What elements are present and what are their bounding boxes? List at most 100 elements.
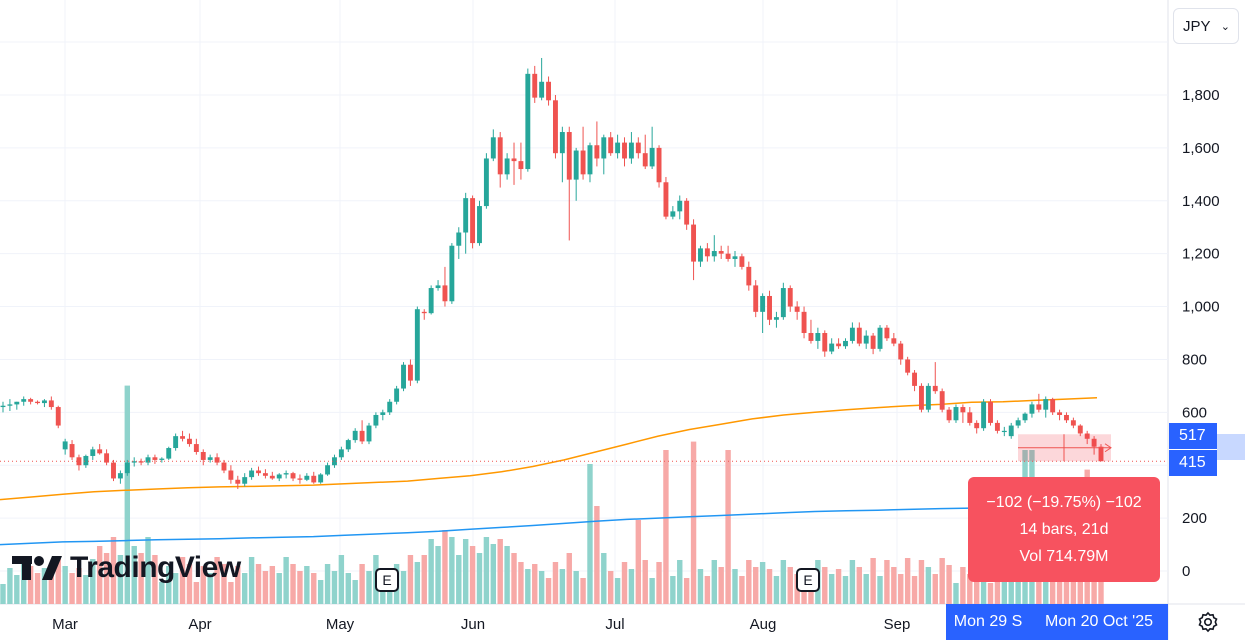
candle-body bbox=[262, 473, 268, 476]
candle-body bbox=[739, 256, 745, 267]
candle-body bbox=[477, 206, 482, 244]
candle-body bbox=[359, 430, 365, 442]
candle-body bbox=[663, 182, 669, 217]
candle-body bbox=[994, 422, 1000, 431]
candle-body bbox=[269, 475, 275, 479]
candle-body bbox=[283, 473, 289, 475]
candle-body bbox=[684, 200, 690, 225]
volume-bar bbox=[462, 539, 469, 604]
candle-body bbox=[760, 295, 766, 312]
volume-bar bbox=[7, 568, 13, 604]
candle-body bbox=[856, 327, 862, 344]
volume-bar bbox=[614, 578, 621, 604]
volume-bar bbox=[262, 571, 269, 604]
volume-bar bbox=[331, 571, 338, 604]
candle-body bbox=[732, 256, 738, 259]
volume-bar bbox=[241, 573, 248, 604]
candle-body bbox=[898, 343, 904, 360]
candle-body bbox=[808, 333, 814, 341]
candle-body bbox=[35, 401, 40, 404]
gear-icon[interactable] bbox=[1196, 610, 1220, 634]
candle-body bbox=[387, 401, 393, 413]
candle-body bbox=[401, 364, 406, 389]
candle-body bbox=[635, 142, 641, 154]
volume-bar bbox=[124, 385, 131, 604]
volume-bar bbox=[511, 553, 517, 604]
volume-bar bbox=[849, 560, 856, 604]
candle-body bbox=[1015, 420, 1021, 426]
volume-bar bbox=[946, 565, 952, 604]
volume-bar bbox=[145, 537, 151, 604]
y-tick-label: 800 bbox=[1182, 351, 1207, 368]
volume-bar bbox=[283, 557, 289, 604]
candle-body bbox=[843, 340, 848, 347]
candle-body bbox=[905, 359, 911, 373]
volume-bar bbox=[683, 578, 690, 604]
earnings-badge[interactable]: E bbox=[796, 568, 820, 592]
candle-body bbox=[62, 441, 68, 450]
y-tick-label: 1,200 bbox=[1182, 246, 1220, 263]
y-tick-label: 1,400 bbox=[1182, 193, 1220, 210]
volume-bar bbox=[518, 562, 524, 604]
candle-body bbox=[187, 438, 192, 445]
volume-bar bbox=[773, 576, 780, 604]
candle-body bbox=[773, 317, 779, 320]
candle-body bbox=[276, 474, 282, 479]
currency-label: JPY bbox=[1183, 17, 1211, 35]
volume-bar bbox=[759, 562, 766, 604]
volume-bar bbox=[953, 583, 959, 604]
volume-bar bbox=[925, 567, 932, 604]
candle-body bbox=[919, 385, 924, 410]
candle-body bbox=[953, 407, 959, 421]
candle-body bbox=[932, 385, 938, 392]
candle-body bbox=[200, 452, 206, 460]
candle-body bbox=[373, 414, 379, 426]
overlay bbox=[0, 434, 1168, 462]
tradingview-logo[interactable]: TradingView bbox=[12, 551, 241, 585]
candle-body bbox=[511, 158, 517, 162]
candle-body bbox=[794, 306, 800, 312]
volume-bar bbox=[677, 560, 683, 604]
volume-bar bbox=[221, 564, 227, 604]
volume-bar bbox=[290, 564, 296, 604]
candle-body bbox=[470, 198, 476, 244]
volume-bar bbox=[55, 559, 61, 604]
y-tick-label: 1,800 bbox=[1182, 87, 1220, 104]
x-tick-label: Jun bbox=[461, 616, 485, 633]
candle-body bbox=[532, 73, 538, 98]
volume-bar bbox=[317, 580, 324, 604]
volume-bar bbox=[421, 555, 427, 604]
candle-body bbox=[836, 343, 842, 347]
volume-bar bbox=[545, 578, 552, 604]
volume-bar bbox=[594, 506, 600, 604]
y-tick-label: 200 bbox=[1182, 510, 1207, 527]
candle-body bbox=[787, 288, 793, 307]
volume-bar bbox=[255, 564, 262, 604]
measure-arrow-icon bbox=[1104, 443, 1112, 453]
volume-bar bbox=[41, 568, 48, 604]
candle-body bbox=[601, 137, 607, 159]
volume-bar bbox=[76, 568, 82, 604]
volume-bar bbox=[525, 569, 531, 604]
volume-bar bbox=[248, 557, 255, 604]
y-tick-label: 0 bbox=[1182, 563, 1190, 580]
candle-body bbox=[677, 200, 683, 212]
y-tick-label: 1,600 bbox=[1182, 140, 1220, 157]
candle-body bbox=[849, 327, 855, 341]
volume-bar bbox=[400, 571, 407, 604]
volume-bar bbox=[469, 546, 476, 604]
volume-bar bbox=[725, 450, 731, 604]
volume-bar bbox=[842, 576, 849, 604]
currency-selector[interactable]: JPY ⌄ bbox=[1173, 8, 1239, 44]
volume-bar bbox=[787, 567, 793, 604]
candle-body bbox=[559, 132, 565, 154]
volume-bar bbox=[48, 575, 55, 604]
volume-bar bbox=[407, 555, 414, 604]
earnings-badge[interactable]: E bbox=[375, 568, 399, 592]
candle-body bbox=[166, 448, 172, 459]
volume-bar bbox=[911, 576, 918, 604]
candle-body bbox=[311, 475, 317, 483]
candle-body bbox=[877, 327, 883, 349]
moving-averages bbox=[0, 397, 1098, 546]
